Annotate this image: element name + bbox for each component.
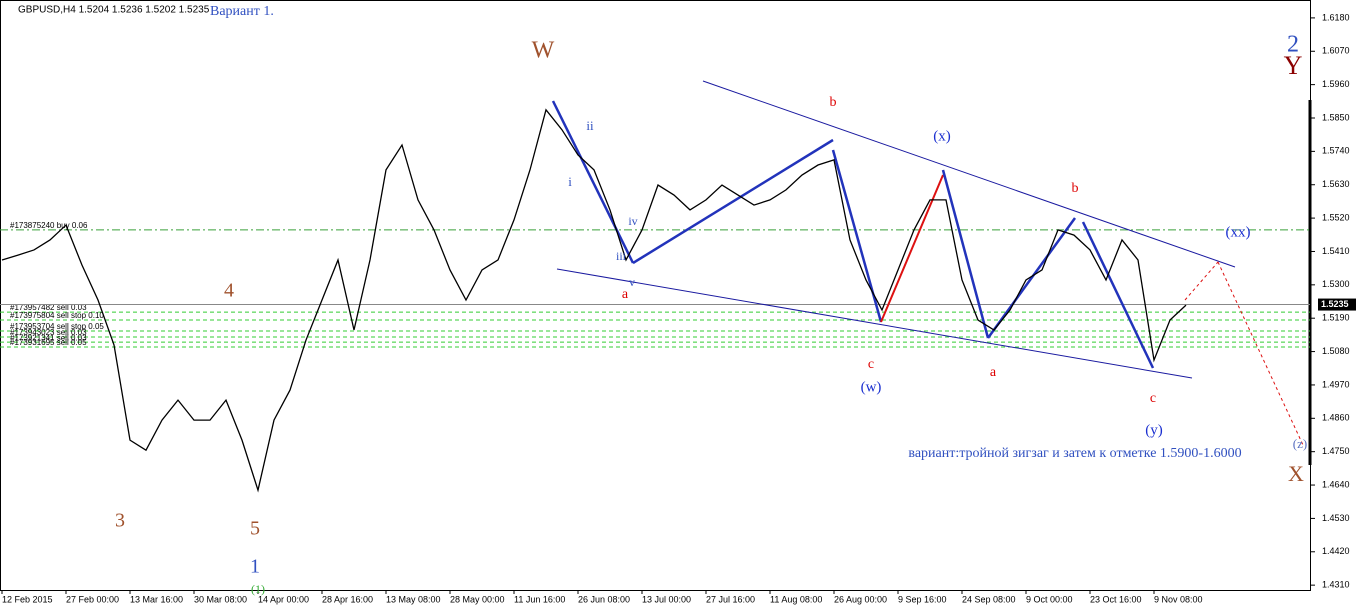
wave-label: iv xyxy=(628,214,637,228)
order-label: #173943023 sell 0.03 xyxy=(10,328,87,337)
x-tick-label: 13 Mar 16:00 xyxy=(130,594,183,604)
x-tick-label: 9 Sep 16:00 xyxy=(898,594,947,604)
y-tick-label: 1.5080 xyxy=(1322,346,1350,356)
trend-line xyxy=(702,80,1236,268)
wave-label: вариант:тройной зигзаг и затем к отметке… xyxy=(908,446,1241,461)
x-tick-label: 28 Apr 16:00 xyxy=(322,594,373,604)
x-tick-label: 27 Jul 16:00 xyxy=(706,594,755,604)
x-tick-label: 13 Jul 00:00 xyxy=(642,594,691,604)
wave-label: c xyxy=(868,357,874,372)
x-tick-label: 26 Jun 08:00 xyxy=(578,594,630,604)
x-tick-label: 11 Jun 16:00 xyxy=(514,594,565,604)
wave-label: 4 xyxy=(224,280,234,302)
wave-label: a xyxy=(990,365,997,380)
x-tick-label: 9 Oct 00:00 xyxy=(1026,594,1073,604)
y-tick-label: 1.5190 xyxy=(1322,313,1350,323)
wave-label: iii xyxy=(616,249,627,263)
y-tick-label: 1.4750 xyxy=(1322,446,1350,456)
wave-label: b xyxy=(1072,181,1079,196)
y-tick-label: 1.5300 xyxy=(1322,279,1350,289)
wave-label: (z) xyxy=(1293,436,1307,451)
wave-label: a xyxy=(622,287,629,302)
wave-label: ii xyxy=(586,118,594,133)
trend-line xyxy=(1081,221,1155,369)
wave-label: 5 xyxy=(250,518,260,540)
order-label: #173953704 sell stop 0.05 xyxy=(10,322,104,331)
chart-subtitle: Вариант 1. xyxy=(210,4,274,19)
wave-label: 3 xyxy=(115,510,125,532)
x-tick-label: 30 Mar 08:00 xyxy=(194,594,247,604)
wave-label: c xyxy=(1150,391,1156,406)
order-label: #173975804 sell stop 0.10 xyxy=(10,311,104,320)
trend-line xyxy=(986,217,1077,339)
order-label: #173931695 sell 0.05 xyxy=(10,338,87,347)
order-label: #173875240 buy 0.06 xyxy=(10,221,88,230)
x-tick-label: 11 Aug 08:00 xyxy=(770,594,822,604)
x-tick-label: 14 Apr 00:00 xyxy=(258,594,309,604)
wave-label: (1) xyxy=(251,582,265,596)
price-line xyxy=(1,108,1187,493)
order-label: #173957482 sell 0.03 xyxy=(10,303,87,312)
wave-label: (y) xyxy=(1145,422,1163,438)
trend-line xyxy=(551,100,635,264)
wave-label: X xyxy=(1288,461,1304,486)
chart-title: GBPUSD,H4 1.5204 1.5236 1.5202 1.5235 xyxy=(18,5,210,16)
order-label: #173921341 sell 0.03 xyxy=(10,333,87,342)
y-tick-label: 1.4530 xyxy=(1322,513,1350,523)
trend-line xyxy=(556,268,1193,379)
wave-label: W xyxy=(532,38,555,64)
x-tick-label: 27 Feb 00:00 xyxy=(66,594,119,604)
y-tick-label: 1.6180 xyxy=(1322,12,1350,22)
y-tick-label: 1.5410 xyxy=(1322,246,1350,256)
wave-label: (w) xyxy=(861,379,882,395)
wave-label: (x) xyxy=(933,128,951,144)
trend-line xyxy=(941,169,990,339)
x-tick-label: 24 Sep 08:00 xyxy=(962,594,1016,604)
y-tick-label: 1.5960 xyxy=(1322,79,1350,89)
y-tick-label: 1.4640 xyxy=(1322,479,1350,489)
x-tick-label: 23 Oct 16:00 xyxy=(1090,594,1142,604)
trend-line xyxy=(632,138,834,265)
wave-label: (xx) xyxy=(1226,224,1251,240)
x-tick-label: 28 May 00:00 xyxy=(450,594,505,604)
wave-label: b xyxy=(830,95,837,110)
last-price-label: 1.5235 xyxy=(1321,299,1349,309)
wave-label: Y xyxy=(1284,51,1303,80)
y-tick-label: 1.4860 xyxy=(1322,413,1350,423)
x-tick-label: 9 Nov 08:00 xyxy=(1154,594,1203,604)
wave-label: v xyxy=(629,275,635,289)
trend-line xyxy=(1184,261,1219,301)
x-tick-label: 12 Feb 2015 xyxy=(2,594,53,604)
wave-label: i xyxy=(568,174,572,189)
y-tick-label: 1.5850 xyxy=(1322,112,1350,122)
wave-label: 2 xyxy=(1287,32,1299,58)
x-tick-label: 26 Aug 00:00 xyxy=(834,594,887,604)
y-tick-label: 1.4310 xyxy=(1322,580,1350,590)
wave-label: 1 xyxy=(250,556,260,578)
y-tick-label: 1.4420 xyxy=(1322,546,1350,556)
y-tick-label: 1.5740 xyxy=(1322,146,1350,156)
x-tick-label: 13 May 08:00 xyxy=(386,594,441,604)
last-price-box xyxy=(1318,298,1356,311)
y-tick-label: 1.6070 xyxy=(1322,46,1350,56)
y-tick-label: 1.4970 xyxy=(1322,379,1350,389)
trend-line xyxy=(1217,261,1304,446)
y-tick-label: 1.5520 xyxy=(1322,212,1350,222)
y-tick-label: 1.5630 xyxy=(1322,179,1350,189)
